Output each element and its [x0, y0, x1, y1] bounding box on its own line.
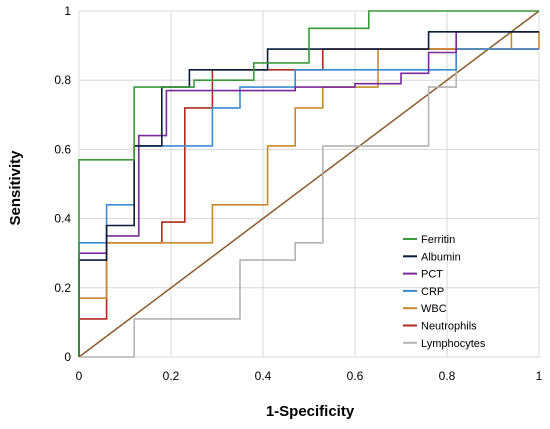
- y-tick-label: 0.4: [54, 212, 71, 226]
- legend-label-albumin: Albumin: [421, 251, 461, 263]
- x-tick-label: 0.8: [439, 369, 456, 383]
- legend-label-crp: CRP: [421, 286, 444, 298]
- x-axis-title: 1-Specificity: [266, 403, 355, 420]
- y-tick-label: 0.6: [54, 142, 71, 156]
- legend-label-lymphocytes: Lymphocytes: [421, 338, 486, 350]
- series-line-ferritin: [78, 10, 539, 357]
- x-tick-label: 1: [536, 369, 543, 383]
- x-tick-label: 0.2: [163, 369, 180, 383]
- roc-series: [78, 10, 540, 358]
- legend-label-wbc: WBC: [421, 303, 447, 315]
- legend-label-neutrophils: Neutrophils: [421, 321, 477, 333]
- x-tick-label: 0.4: [255, 369, 272, 383]
- legend-label-ferritin: Ferritin: [421, 234, 455, 246]
- legend: Ferritin Albumin PCT CRP WBC Neutrophils Lymph…: [403, 234, 486, 350]
- y-tick-label: 0.8: [54, 73, 71, 87]
- y-tick-label: 0.2: [54, 281, 71, 295]
- x-tick-label: 0.6: [347, 369, 364, 383]
- grid-lines: [78, 10, 540, 358]
- reference-line: [78, 10, 540, 358]
- y-tick-label: 0: [64, 350, 71, 364]
- reference-diagonal: [78, 10, 540, 358]
- series-line-lymphocytes: [79, 30, 539, 358]
- y-tick-label: 1: [64, 4, 71, 18]
- y-axis-ticks: 0 0.2 0.4 0.6 0.8 1: [54, 4, 71, 364]
- x-axis-ticks: 0 0.2 0.4 0.6 0.8 1: [76, 369, 543, 383]
- legend-label-pct: PCT: [421, 269, 443, 281]
- y-axis-title: Sensitivity: [7, 150, 24, 226]
- x-tick-label: 0: [76, 369, 83, 383]
